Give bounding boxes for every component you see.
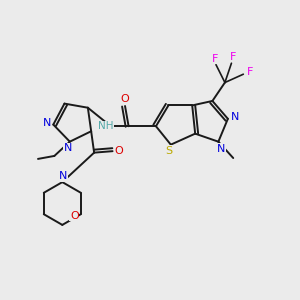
Text: O: O bbox=[115, 146, 124, 156]
Text: N: N bbox=[43, 118, 51, 128]
Text: O: O bbox=[70, 211, 79, 221]
Text: O: O bbox=[120, 94, 129, 104]
Text: N: N bbox=[231, 112, 239, 122]
Text: N: N bbox=[64, 143, 73, 153]
Text: F: F bbox=[247, 67, 253, 77]
Text: NH: NH bbox=[98, 121, 113, 131]
Text: N: N bbox=[59, 171, 67, 181]
Text: F: F bbox=[212, 54, 219, 64]
Text: S: S bbox=[165, 146, 172, 156]
Text: N: N bbox=[217, 144, 226, 154]
Text: F: F bbox=[230, 52, 236, 62]
